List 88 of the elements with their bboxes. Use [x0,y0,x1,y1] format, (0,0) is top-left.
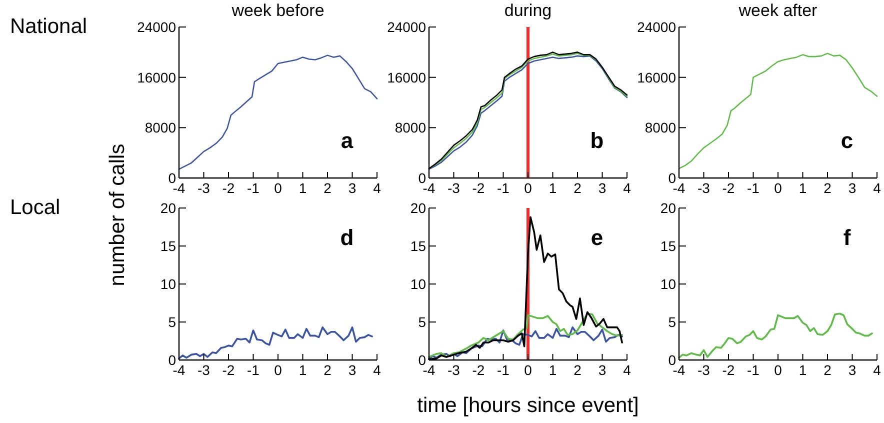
x-tick-label: -3 [448,362,460,378]
x-tick-label: -1 [247,180,260,196]
y-tick-label: 16000 [137,69,176,86]
x-tick-label: -3 [198,180,210,196]
x-tick-label: -2 [722,362,735,378]
x-tick-label: -1 [497,180,510,196]
y-tick-label: 0 [418,170,426,186]
x-tick-label: 1 [298,180,307,196]
y-tick-label: 15 [160,238,176,254]
y-tick-label: 8000 [644,120,676,136]
x-tick-label: 2 [324,180,332,196]
x-tick-label: 0 [774,180,782,196]
annotation: d [340,225,354,250]
chart-title: week after [738,1,818,20]
annotation: c [840,128,854,153]
x-tick-label: -2 [722,180,735,196]
chart-title: during [504,1,552,20]
x-tick-label: -2 [472,180,485,196]
y-tick-label: 24000 [137,19,176,35]
x-tick-label: -2 [222,180,235,196]
x-tick-label: -3 [698,180,710,196]
x-tick-label: -2 [222,362,235,378]
x-tick-label: 3 [848,180,856,196]
x-tick-label: 2 [574,180,582,196]
y-tick-label: 10 [410,276,426,292]
x-tick-label: -1 [747,180,760,196]
x-tick-label: 4 [623,180,632,196]
y-tick-label: 8000 [144,120,176,136]
y-tick-label: 20 [410,200,426,216]
x-tick-label: -3 [698,362,710,378]
x-tick-label: 1 [298,362,307,378]
y-tick-label: 8000 [394,120,426,136]
x-tick-label: -2 [472,362,485,378]
x-tick-label: -1 [747,362,760,378]
x-axis-title: time [hours since event] [417,394,639,417]
x-tick-label: 3 [348,362,356,378]
x-tick-label: 1 [548,180,557,196]
y-tick-label: 10 [660,276,676,292]
y-tick-label: 20 [660,200,676,216]
chart-title: week before [230,1,324,20]
x-tick-label: 1 [798,362,807,378]
x-tick-label: 4 [873,180,882,196]
x-tick-label: -3 [198,362,210,378]
x-tick-label: 0 [524,362,532,378]
x-tick-label: 0 [274,362,282,378]
y-tick-label: 20 [160,200,176,216]
y-tick-label: 5 [418,314,426,330]
x-tick-label: 4 [873,362,882,378]
x-tick-label: 3 [598,362,606,378]
y-tick-label: 16000 [637,69,676,86]
x-tick-label: 2 [324,362,332,378]
x-tick-label: 0 [274,180,282,196]
x-tick-label: 4 [373,180,382,196]
x-tick-label: 0 [774,362,782,378]
y-tick-label: 0 [418,352,426,368]
x-tick-label: 3 [598,180,606,196]
annotation: a [340,128,354,153]
y-tick-label: 0 [168,170,176,186]
annotation: b [590,128,604,153]
x-tick-label: 2 [824,180,832,196]
x-tick-label: -1 [497,362,510,378]
y-tick-label: 10 [160,276,176,292]
y-tick-label: 0 [668,170,676,186]
text: National [10,15,88,38]
y-tick-label: 15 [660,238,676,254]
y-tick-label: 5 [668,314,676,330]
text: Local [10,196,60,219]
annotation: e [590,225,604,250]
y-tick-label: 0 [168,352,176,368]
y-tick-label: 15 [410,238,426,254]
x-tick-label: -3 [448,180,460,196]
y-tick-label: 5 [168,314,176,330]
x-tick-label: 4 [623,362,632,378]
y-tick-label: 24000 [637,19,676,35]
y-tick-label: 0 [668,352,676,368]
x-tick-label: 3 [348,180,356,196]
x-tick-label: 2 [574,362,582,378]
y-tick-label: 24000 [387,19,426,35]
x-tick-label: 2 [824,362,832,378]
x-tick-label: 4 [373,362,382,378]
x-tick-label: 1 [798,180,807,196]
x-tick-label: 1 [548,362,557,378]
y-axis-title: number of calls [106,144,129,286]
x-tick-label: 3 [848,362,856,378]
x-tick-label: -1 [247,362,260,378]
x-tick-label: 0 [524,180,532,196]
annotation: f [843,225,852,250]
y-tick-label: 16000 [387,69,426,86]
